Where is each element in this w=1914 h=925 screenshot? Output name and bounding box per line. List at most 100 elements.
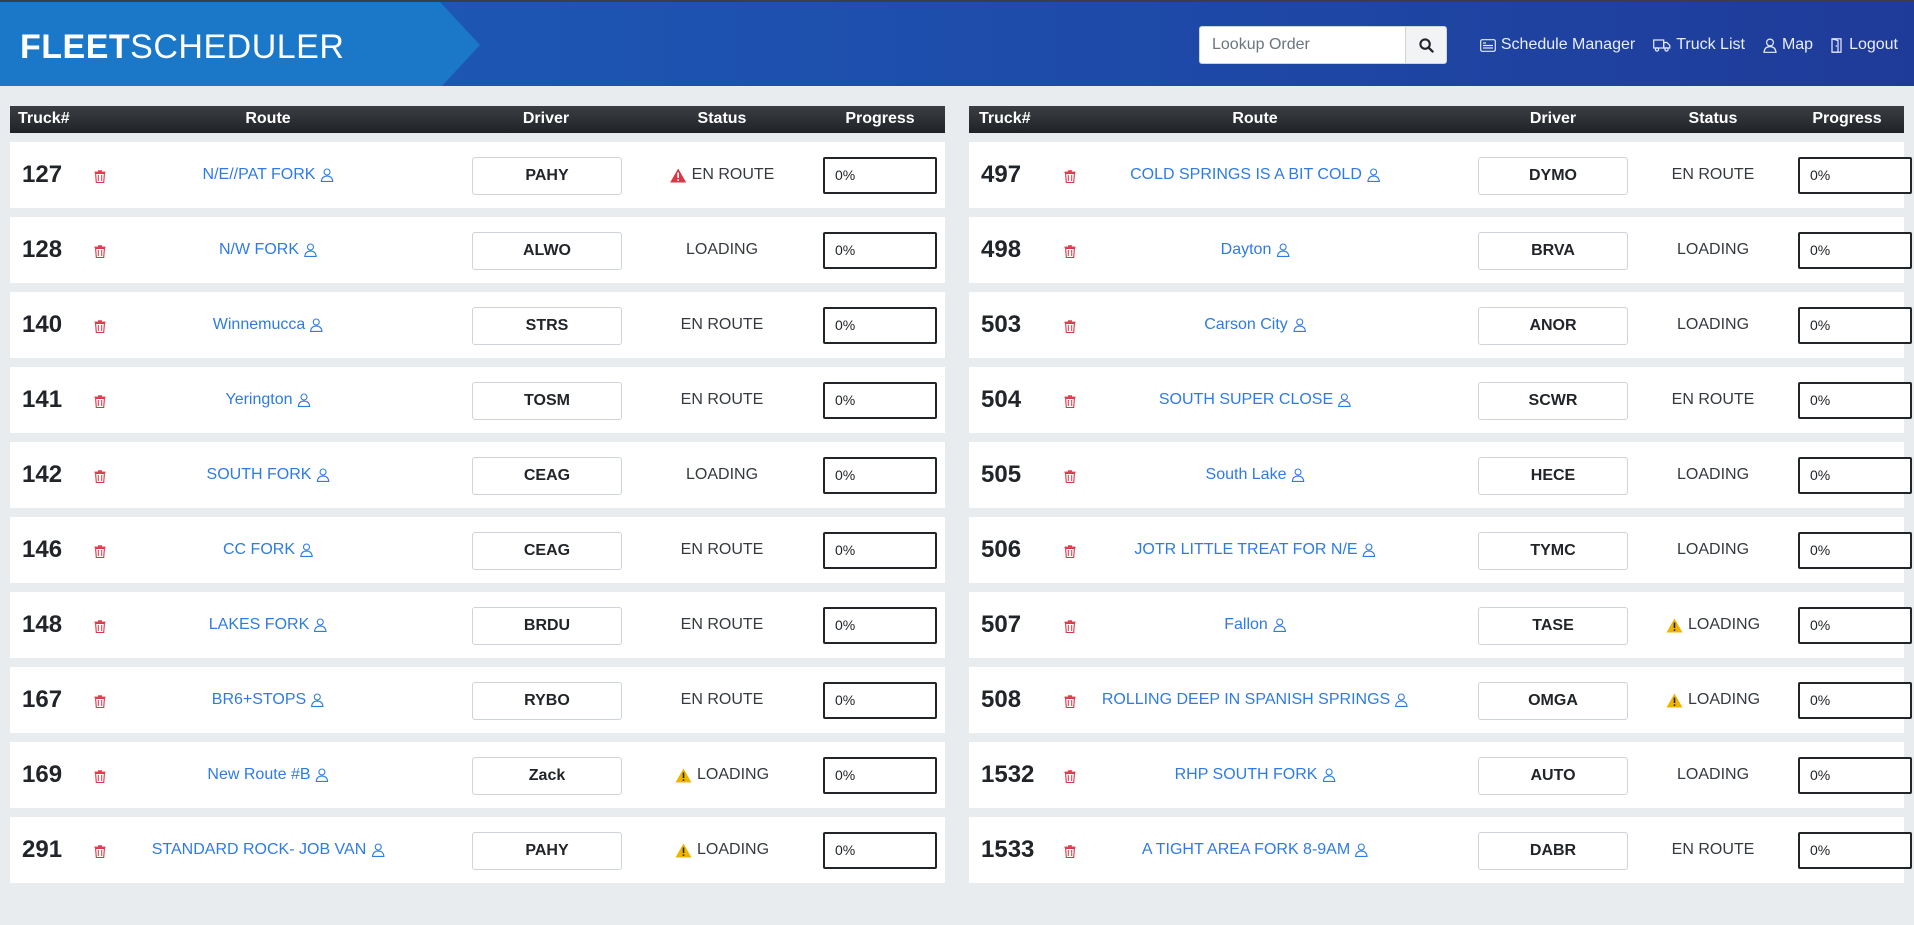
progress-input[interactable]: 0% [1798,757,1912,794]
progress-input[interactable]: 0% [823,757,937,794]
delete-trash-icon[interactable] [1064,470,1076,488]
route-link[interactable]: New Route #B [207,766,329,784]
route-link[interactable]: STANDARD ROCK- JOB VAN [152,841,385,859]
route-link[interactable]: RHP SOUTH FORK [1175,766,1336,784]
route-link[interactable]: ROLLING DEEP IN SPANISH SPRINGS [1102,691,1408,709]
delete-trash-icon[interactable] [1064,245,1076,263]
progress-input[interactable]: 0% [1798,307,1912,344]
progress-input[interactable]: 0% [1798,382,1912,419]
delete-trash-icon[interactable] [94,545,106,563]
delete-trash-icon[interactable] [1064,320,1076,338]
route-link[interactable]: BR6+STOPS [212,691,325,709]
driver-button[interactable]: ANOR [1478,307,1628,345]
driver-button[interactable]: OMGA [1478,682,1628,720]
route-link[interactable]: JOTR LITTLE TREAT FOR N/E [1134,541,1376,559]
assign-driver-person-icon[interactable] [310,318,324,332]
assign-driver-person-icon[interactable] [320,168,334,182]
driver-button[interactable]: TYMC [1478,532,1628,570]
nav-logout[interactable]: Logout [1831,36,1898,54]
route-link[interactable]: SOUTH SUPER CLOSE [1159,391,1351,409]
assign-driver-person-icon[interactable] [371,843,385,857]
route-link[interactable]: Fallon [1224,616,1286,634]
route-link[interactable]: South Lake [1206,466,1305,484]
route-link[interactable]: A TIGHT AREA FORK 8-9AM [1142,841,1368,859]
assign-driver-person-icon[interactable] [1362,543,1376,557]
delete-trash-icon[interactable] [94,845,106,863]
driver-button[interactable]: TASE [1478,607,1628,645]
progress-input[interactable]: 0% [1798,832,1912,869]
driver-button[interactable]: CEAG [472,532,622,570]
driver-button[interactable]: TOSM [472,382,622,420]
driver-button[interactable]: DYMO [1478,157,1628,195]
assign-driver-person-icon[interactable] [1338,393,1351,407]
progress-input[interactable]: 0% [823,832,937,869]
delete-trash-icon[interactable] [94,620,106,638]
driver-button[interactable]: Zack [472,757,622,795]
progress-input[interactable]: 0% [823,382,937,419]
progress-input[interactable]: 0% [823,532,937,569]
progress-input[interactable]: 0% [823,607,937,644]
progress-input[interactable]: 0% [823,157,937,194]
progress-input[interactable]: 0% [1798,532,1912,569]
app-logo[interactable]: FLEETSCHEDULER [20,28,344,67]
assign-driver-person-icon[interactable] [304,243,317,257]
route-link[interactable]: CC FORK [223,541,313,559]
assign-driver-person-icon[interactable] [315,768,329,782]
delete-trash-icon[interactable] [94,170,106,188]
search-button[interactable] [1405,26,1447,64]
delete-trash-icon[interactable] [94,695,106,713]
delete-trash-icon[interactable] [1064,770,1076,788]
delete-trash-icon[interactable] [94,770,106,788]
driver-button[interactable]: BRDU [472,607,622,645]
progress-input[interactable]: 0% [1798,232,1912,269]
driver-button[interactable]: ALWO [472,232,622,270]
progress-input[interactable]: 0% [1798,607,1912,644]
delete-trash-icon[interactable] [94,470,106,488]
assign-driver-person-icon[interactable] [311,693,325,707]
assign-driver-person-icon[interactable] [300,543,313,557]
delete-trash-icon[interactable] [1064,170,1076,188]
route-link[interactable]: Yerington [225,391,311,409]
driver-button[interactable]: RYBO [472,682,622,720]
assign-driver-person-icon[interactable] [314,618,328,632]
route-link[interactable]: COLD SPRINGS IS A BIT COLD [1130,166,1380,184]
assign-driver-person-icon[interactable] [316,468,330,482]
delete-trash-icon[interactable] [94,245,106,263]
route-link[interactable]: LAKES FORK [209,616,328,634]
progress-input[interactable]: 0% [1798,682,1912,719]
assign-driver-person-icon[interactable] [297,393,311,407]
route-link[interactable]: SOUTH FORK [207,466,330,484]
route-link[interactable]: N/W FORK [219,241,317,259]
progress-input[interactable]: 0% [1798,457,1912,494]
route-link[interactable]: Winnemucca [213,316,324,334]
delete-trash-icon[interactable] [1064,845,1076,863]
delete-trash-icon[interactable] [1064,395,1076,413]
nav-truck-list[interactable]: Truck List [1653,36,1745,54]
assign-driver-person-icon[interactable] [1355,843,1368,857]
driver-button[interactable]: BRVA [1478,232,1628,270]
driver-button[interactable]: CEAG [472,457,622,495]
driver-button[interactable]: AUTO [1478,757,1628,795]
delete-trash-icon[interactable] [1064,545,1076,563]
progress-input[interactable]: 0% [823,682,937,719]
progress-input[interactable]: 0% [823,457,937,494]
assign-driver-person-icon[interactable] [1272,618,1286,632]
assign-driver-person-icon[interactable] [1291,468,1305,482]
lookup-order-input[interactable] [1199,26,1405,64]
driver-button[interactable]: STRS [472,307,622,345]
assign-driver-person-icon[interactable] [1367,168,1380,182]
assign-driver-person-icon[interactable] [1322,768,1336,782]
assign-driver-person-icon[interactable] [1292,318,1306,332]
driver-button[interactable]: PAHY [472,832,622,870]
assign-driver-person-icon[interactable] [1395,693,1408,707]
route-link[interactable]: N/E//PAT FORK [203,166,334,184]
driver-button[interactable]: DABR [1478,832,1628,870]
nav-schedule-manager[interactable]: Schedule Manager [1479,36,1635,54]
driver-button[interactable]: HECE [1478,457,1628,495]
delete-trash-icon[interactable] [1064,620,1076,638]
nav-map[interactable]: Map [1763,36,1813,54]
assign-driver-person-icon[interactable] [1276,243,1290,257]
driver-button[interactable]: PAHY [472,157,622,195]
delete-trash-icon[interactable] [1064,695,1076,713]
route-link[interactable]: Carson City [1204,316,1306,334]
